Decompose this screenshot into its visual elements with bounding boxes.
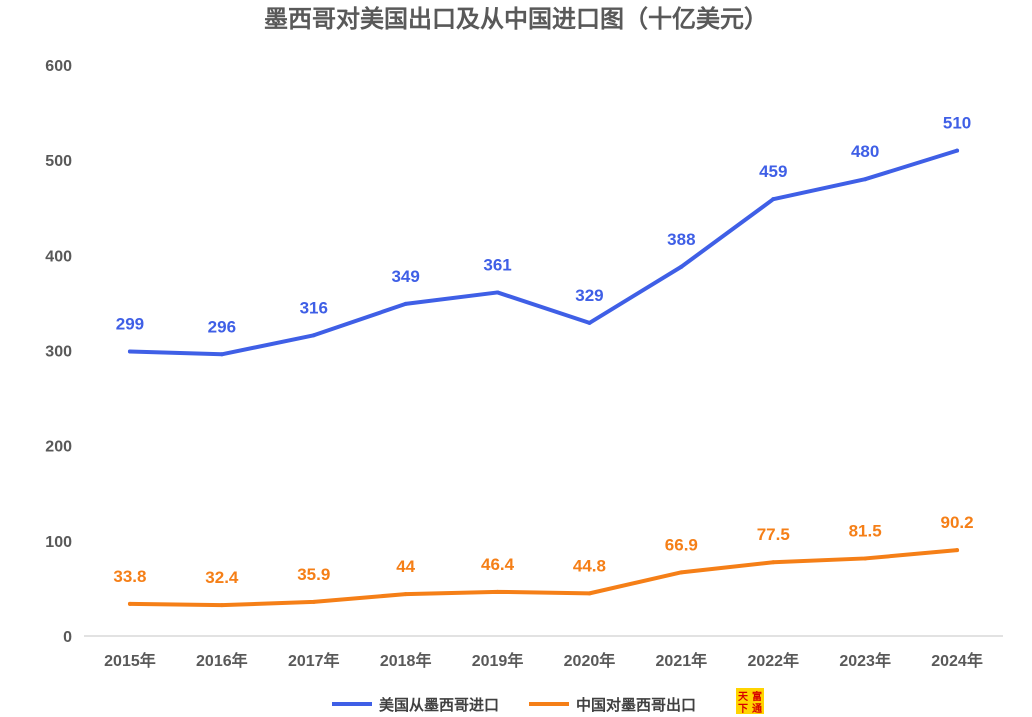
y-tick-label: 300 bbox=[45, 344, 72, 361]
series-2: 33.8 32.4 35.9 44 46.4 44.8 66.9 77.5 81.5 90.2 bbox=[113, 513, 974, 608]
data-point bbox=[955, 148, 960, 153]
data-label: 44.8 bbox=[573, 556, 606, 575]
data-point bbox=[495, 589, 500, 594]
svg-text:富: 富 bbox=[752, 690, 762, 703]
data-label: 33.8 bbox=[113, 567, 146, 586]
x-tick-label: 2019年 bbox=[472, 651, 524, 670]
y-axis: 0 100 200 300 400 500 600 bbox=[45, 58, 72, 646]
data-label: 349 bbox=[391, 267, 419, 286]
data-label: 66.9 bbox=[665, 535, 698, 554]
data-point bbox=[863, 556, 868, 561]
data-point bbox=[679, 264, 684, 269]
x-tick-label: 2022年 bbox=[747, 651, 799, 670]
data-point bbox=[219, 352, 224, 357]
svg-text:下: 下 bbox=[738, 703, 748, 715]
x-tick-label: 2018年 bbox=[380, 651, 432, 670]
legend-label-series-2: 中国对墨西哥出口 bbox=[576, 696, 696, 714]
data-label: 299 bbox=[116, 314, 144, 333]
data-label: 81.5 bbox=[849, 521, 882, 540]
data-label: 32.4 bbox=[205, 568, 239, 587]
data-label: 44 bbox=[396, 557, 415, 576]
x-tick-label: 2017年 bbox=[288, 651, 340, 670]
data-point bbox=[587, 320, 592, 325]
series-line bbox=[127, 548, 960, 608]
series-1: 299 296 316 349 361 329 388 459 480 510 bbox=[116, 114, 971, 357]
x-tick-label: 2021年 bbox=[656, 651, 708, 670]
data-point bbox=[127, 601, 132, 606]
data-label: 388 bbox=[667, 230, 695, 249]
y-tick-label: 600 bbox=[45, 58, 72, 75]
legend: 美国从墨西哥进口 中国对墨西哥出口 bbox=[332, 696, 696, 714]
x-tick-label: 2015年 bbox=[104, 651, 156, 670]
x-tick-label: 2023年 bbox=[839, 651, 891, 670]
x-tick-label: 2024年 bbox=[931, 651, 983, 670]
series-line bbox=[127, 148, 960, 357]
data-label: 510 bbox=[943, 114, 971, 133]
data-label: 480 bbox=[851, 142, 879, 161]
data-point bbox=[679, 570, 684, 575]
data-point bbox=[863, 177, 868, 182]
svg-text:天: 天 bbox=[738, 691, 749, 703]
y-tick-label: 500 bbox=[45, 153, 72, 170]
logo-stamp: 天 富 下 通 bbox=[736, 688, 764, 715]
data-label: 361 bbox=[483, 255, 511, 274]
chart-title: 墨西哥对美国出口及从中国进口图（十亿美元） bbox=[264, 5, 768, 33]
x-tick-label: 2016年 bbox=[196, 651, 248, 670]
data-point bbox=[955, 548, 960, 553]
data-point bbox=[127, 349, 132, 354]
svg-text:通: 通 bbox=[752, 703, 762, 715]
data-label: 90.2 bbox=[941, 513, 974, 532]
y-tick-label: 100 bbox=[45, 534, 72, 551]
x-axis: 2015年 2016年 2017年 2018年 2019年 2020年 2021年 2022年… bbox=[104, 651, 983, 670]
data-label: 329 bbox=[575, 286, 603, 305]
data-point bbox=[311, 333, 316, 338]
data-label: 46.4 bbox=[481, 555, 515, 574]
data-point bbox=[495, 290, 500, 295]
data-point bbox=[771, 560, 776, 565]
data-label: 316 bbox=[300, 298, 328, 317]
data-point bbox=[403, 592, 408, 597]
y-tick-label: 0 bbox=[63, 629, 72, 646]
data-label: 296 bbox=[208, 317, 236, 336]
data-label: 459 bbox=[759, 162, 787, 181]
data-point bbox=[311, 599, 316, 604]
data-point bbox=[587, 591, 592, 596]
data-point bbox=[219, 603, 224, 608]
y-tick-label: 200 bbox=[45, 439, 72, 456]
x-tick-label: 2020年 bbox=[564, 651, 616, 670]
data-point bbox=[771, 197, 776, 202]
legend-label-series-1: 美国从墨西哥进口 bbox=[379, 696, 499, 714]
y-tick-label: 400 bbox=[45, 248, 72, 265]
series-group: 299 296 316 349 361 329 388 459 480 510 33.8 32.4 35… bbox=[113, 114, 974, 608]
data-point bbox=[403, 301, 408, 306]
data-label: 35.9 bbox=[297, 565, 330, 584]
data-label: 77.5 bbox=[757, 525, 790, 544]
